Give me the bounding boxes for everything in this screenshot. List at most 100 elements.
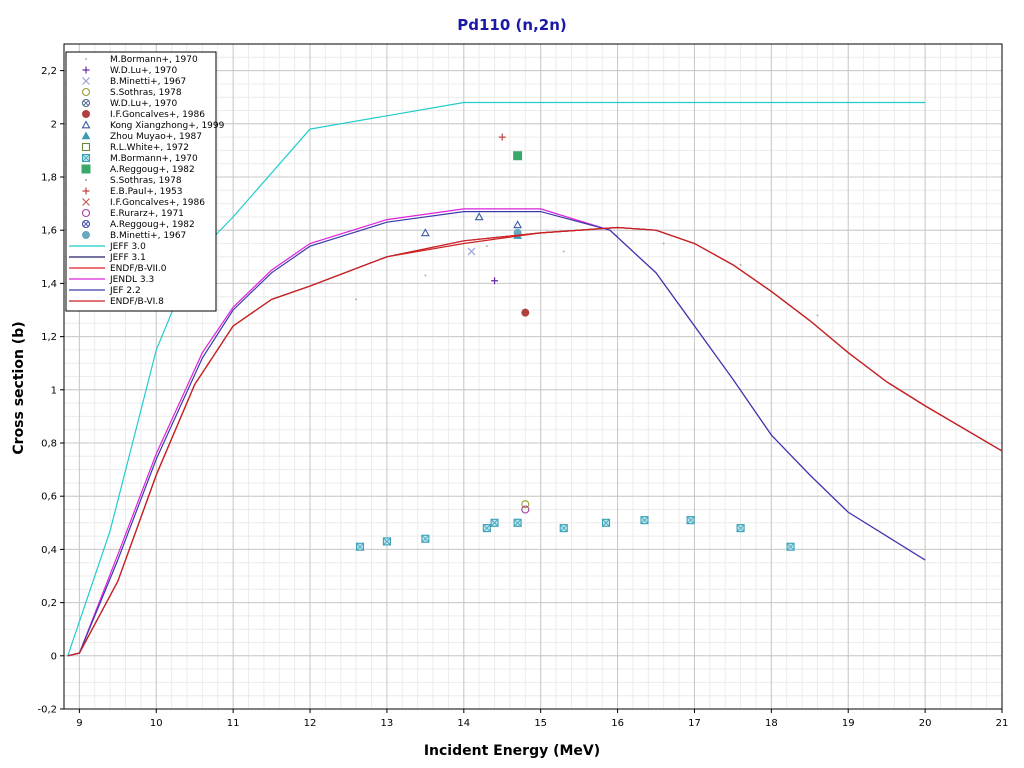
data-point-10-0 (513, 151, 523, 161)
legend-swatch-3 (81, 87, 91, 97)
data-point-9-10-cross (736, 524, 745, 532)
series-2 (467, 247, 476, 256)
y-tick-label: 0,2 (41, 598, 57, 609)
legend-label-14: E.Rurarz+, 1971 (110, 209, 184, 219)
series-10 (513, 151, 523, 161)
legend-label-12: E.B.Paul+, 1953 (110, 187, 183, 197)
legend-label-11: S.Sothras, 1978 (110, 176, 182, 186)
series-5 (521, 308, 530, 317)
series-1 (491, 277, 499, 285)
legend-swatch-6 (81, 120, 91, 129)
series-line-21 (67, 211, 926, 657)
data-point-9-7-cross (602, 519, 610, 527)
legend-swatch-0 (85, 58, 87, 60)
x-tick-label: 20 (919, 718, 932, 729)
data-point-9-1-cross (383, 537, 391, 546)
legend-swatch-1 (82, 66, 90, 74)
legend-label-20: JENDL 3.3 (109, 275, 154, 285)
legend-label-9: M.Bormann+, 1970 (110, 154, 198, 164)
legend-swatch-10 (81, 164, 91, 174)
legend-label-4: W.D.Lu+, 1970 (110, 99, 178, 109)
legend-swatch-2 (82, 77, 90, 85)
y-tick-label: 0,4 (41, 545, 57, 556)
series-9 (355, 516, 795, 551)
legend-swatch-13 (82, 198, 90, 206)
x-axis-label: Incident Energy (MeV) (424, 743, 600, 759)
x-tick-label: 19 (842, 718, 855, 729)
grid (63, 43, 1003, 710)
x-tick-label: 10 (150, 718, 163, 729)
data-point-6-2 (513, 220, 523, 229)
data-point-3-0 (521, 500, 530, 509)
data-point-9-4-cross (490, 519, 499, 527)
y-tick-label: 1,2 (41, 332, 57, 343)
data-point-0-1 (424, 274, 427, 277)
data-point-9-8-cross (640, 516, 649, 524)
series-line-17 (67, 101, 926, 656)
series-22 (67, 226, 1003, 657)
series-3 (521, 500, 530, 509)
series-14 (521, 505, 530, 514)
data-point-0-2 (485, 245, 488, 248)
data-point-6-1 (474, 212, 484, 221)
data-point-1-0 (491, 277, 499, 285)
series-17 (67, 101, 926, 656)
legend-label-22: ENDF/B-VI.8 (110, 297, 164, 307)
x-tick-label: 12 (304, 718, 317, 729)
data-point-0-0 (355, 298, 358, 301)
x-tick-label: 18 (765, 718, 778, 729)
legend-swatch-5 (82, 110, 90, 118)
y-tick-label: 0 (51, 651, 57, 662)
legend-label-13: I.F.Goncalves+, 1986 (110, 198, 205, 208)
legend-swatch-14 (81, 208, 91, 218)
data-point-0-5 (662, 242, 665, 245)
x-tick-label: 11 (227, 718, 240, 729)
y-tick-label: 1,8 (41, 173, 57, 184)
data-point-9-0-cross (356, 542, 364, 551)
y-tick-label: -0,2 (37, 705, 57, 716)
plot-frame (63, 43, 1003, 710)
y-tick-label: 1,6 (41, 226, 57, 237)
data-point-0-7 (816, 314, 819, 317)
y-tick-label: 1 (51, 385, 57, 396)
legend-label-19: ENDF/B-VII.0 (110, 264, 167, 274)
legend-label-17: JEFF 3.0 (109, 242, 146, 252)
data-point-12-0 (498, 133, 506, 141)
data-point-9-9-cross (686, 516, 695, 524)
series-6 (420, 212, 523, 237)
legend-label-16: B.Minetti+, 1967 (110, 231, 186, 241)
data-point-0-3 (562, 250, 565, 253)
x-tick-label: 21 (996, 718, 1009, 729)
legend-swatch-11 (85, 179, 87, 181)
series-12 (498, 133, 506, 141)
y-tick-label: 0,6 (41, 492, 57, 503)
legend-swatch-16 (82, 231, 90, 239)
data-point-9-5-cross (513, 519, 522, 527)
legend-label-3: S.Sothras, 1978 (110, 88, 182, 98)
x-tick-label: 14 (457, 718, 470, 729)
x-tick-label: 16 (611, 718, 624, 729)
legend-swatch-12 (82, 187, 90, 195)
series-layer (67, 101, 1003, 657)
legend-swatch-4-cross (83, 100, 89, 106)
y-tick-label: 2,2 (41, 66, 57, 77)
data-point-5-0 (521, 308, 530, 317)
y-tick-label: 1,4 (41, 279, 57, 290)
legend-swatch-8 (81, 142, 91, 152)
legend-label-10: A.Reggoug+, 1982 (110, 165, 195, 175)
x-tick-label: 9 (76, 718, 82, 729)
data-point-9-3-cross (483, 524, 491, 532)
series-21 (67, 211, 926, 657)
y-tick-label: 0,8 (41, 439, 57, 450)
legend-label-7: Zhou Muyao+, 1987 (110, 132, 202, 142)
axis-ticks: 9 10 11 12 13 14 15 16 17 18 19 20 21-0,200,20,40,60… (37, 66, 1008, 729)
legend-label-21: JEF 2.2 (109, 286, 141, 296)
chart-title: Pd110 (n,2n) (457, 16, 566, 34)
x-tick-label: 15 (534, 718, 547, 729)
legend-label-8: R.L.White+, 1972 (110, 143, 189, 153)
legend-label-1: W.D.Lu+, 1970 (110, 66, 178, 76)
legend-label-6: Kong Xiangzhong+, 1999 (110, 121, 225, 131)
legend-label-0: M.Bormann+, 1970 (110, 55, 198, 65)
